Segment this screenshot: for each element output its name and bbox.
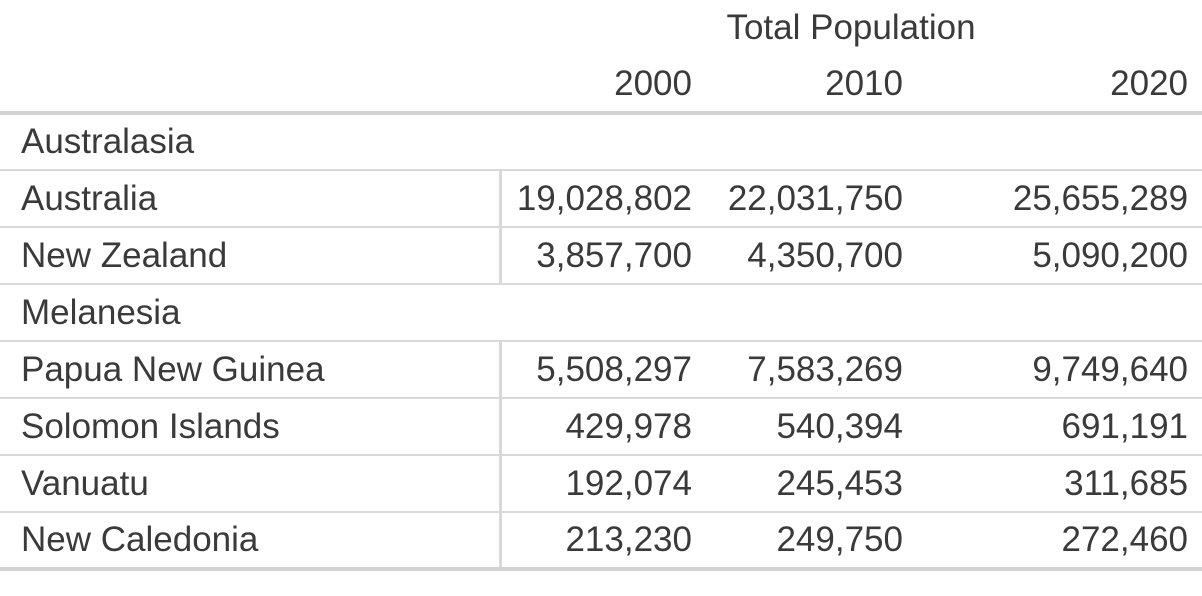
- table-row: Solomon Islands 429,978 540,394 691,191: [0, 397, 1202, 455]
- population-table: Total Population 2000 2010 2020 Australa…: [0, 0, 1202, 571]
- population-value: 429,978: [500, 397, 706, 455]
- population-value: 9,749,640: [917, 340, 1202, 398]
- population-value: 5,508,297: [500, 340, 706, 398]
- table-row: Australia 19,028,802 22,031,750 25,655,289: [0, 169, 1202, 227]
- table-title: Total Population: [726, 8, 976, 47]
- population-value: 3,857,700: [500, 226, 706, 284]
- table-body: Australasia Australia 19,028,802 22,031,750…: [0, 111, 1202, 571]
- population-value: 19,028,802: [500, 169, 706, 227]
- header-spacer: [0, 0, 500, 56]
- table-row: Vanuatu 192,074 245,453 311,685: [0, 454, 1202, 512]
- population-value: 22,031,750: [706, 169, 917, 227]
- population-value: 691,191: [917, 397, 1202, 455]
- country-name: Papua New Guinea: [0, 340, 502, 398]
- population-value: 311,685: [917, 454, 1202, 512]
- table-header: Total Population 2000 2010 2020: [0, 0, 1202, 113]
- column-header-2010: 2010: [825, 64, 903, 103]
- population-value: 25,655,289: [917, 169, 1202, 227]
- title-row: Total Population: [0, 0, 1202, 56]
- population-value: 5,090,200: [917, 226, 1202, 284]
- population-value: 249,750: [706, 511, 917, 571]
- population-value: 272,460: [917, 511, 1202, 571]
- region-row: Melanesia: [0, 283, 1202, 341]
- table-row: Papua New Guinea 5,508,297 7,583,269 9,749,…: [0, 340, 1202, 398]
- population-value: 245,453: [706, 454, 917, 512]
- region-row: Australasia: [0, 111, 1202, 170]
- country-name: Solomon Islands: [0, 397, 502, 455]
- population-value: 4,350,700: [706, 226, 917, 284]
- header-spacer: [0, 56, 500, 113]
- region-label: Melanesia: [0, 283, 1202, 341]
- population-value: 540,394: [706, 397, 917, 455]
- population-value: 7,583,269: [706, 340, 917, 398]
- table-row: New Caledonia 213,230 249,750 272,460: [0, 511, 1202, 571]
- population-value: 213,230: [500, 511, 706, 571]
- country-name: Vanuatu: [0, 454, 502, 512]
- population-value: 192,074: [500, 454, 706, 512]
- country-name: New Zealand: [0, 226, 502, 284]
- country-name: Australia: [0, 169, 502, 227]
- region-label: Australasia: [0, 111, 1202, 170]
- column-header-2000: 2000: [614, 64, 692, 103]
- country-name: New Caledonia: [0, 511, 502, 571]
- column-header-2020: 2020: [1110, 64, 1189, 103]
- table-row: New Zealand 3,857,700 4,350,700 5,090,200: [0, 226, 1202, 284]
- years-row: 2000 2010 2020: [0, 56, 1202, 113]
